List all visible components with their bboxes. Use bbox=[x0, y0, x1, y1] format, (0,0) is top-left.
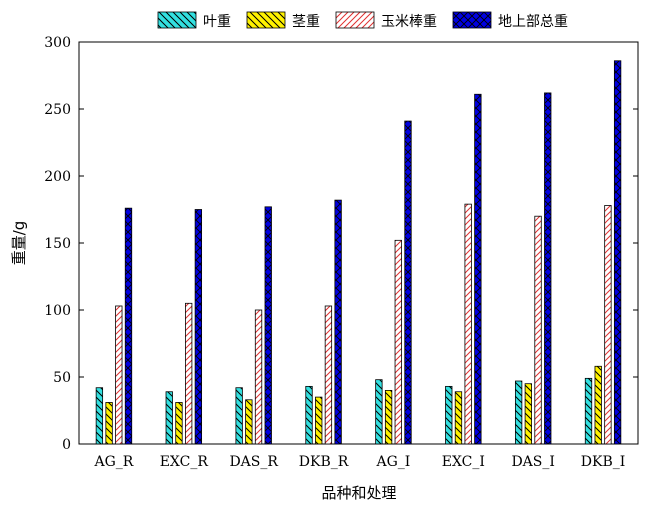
bar bbox=[305, 385, 313, 445]
bar-hatch bbox=[235, 387, 243, 445]
y-tick-label: 50 bbox=[53, 370, 71, 386]
x-tick-label: AG_I bbox=[376, 454, 411, 470]
bar bbox=[175, 402, 183, 445]
bar bbox=[185, 302, 193, 445]
bar-hatch bbox=[384, 389, 393, 445]
bar bbox=[235, 387, 243, 445]
bar-hatch bbox=[254, 309, 263, 445]
bar bbox=[445, 385, 453, 445]
y-tick-label: 100 bbox=[44, 303, 71, 319]
bar bbox=[115, 305, 123, 445]
bar bbox=[594, 365, 602, 445]
bar-hatch bbox=[375, 379, 383, 445]
bar bbox=[165, 391, 173, 445]
legend-swatch-hatch bbox=[335, 11, 375, 29]
bar-hatch bbox=[445, 385, 453, 445]
bar bbox=[544, 92, 552, 445]
x-axis-label: 品种和处理 bbox=[321, 484, 396, 502]
bar-hatch bbox=[315, 396, 323, 445]
legend-swatch-hatch bbox=[452, 11, 492, 29]
bar-hatch bbox=[454, 391, 463, 445]
bar-hatch bbox=[474, 93, 482, 445]
bar-hatch bbox=[324, 305, 333, 445]
bar-hatch bbox=[185, 302, 193, 445]
legend-label: 地上部总重 bbox=[498, 14, 568, 30]
bar-hatch bbox=[584, 377, 593, 445]
bar bbox=[254, 309, 263, 445]
bar-hatch bbox=[514, 380, 523, 445]
x-tick-label: DAS_R bbox=[229, 454, 278, 470]
y-axis-label: 重量/g bbox=[10, 221, 28, 266]
legend-swatch-hatch bbox=[246, 11, 286, 29]
bar-hatch bbox=[404, 120, 412, 445]
bar bbox=[375, 379, 383, 445]
y-tick-label: 0 bbox=[62, 437, 71, 453]
legend-item: 茎重 bbox=[246, 11, 320, 30]
legend-swatch-hatch bbox=[157, 11, 197, 29]
bar bbox=[524, 383, 532, 445]
bar-hatch bbox=[124, 207, 133, 445]
bar-hatch bbox=[175, 402, 183, 445]
bar bbox=[534, 215, 542, 445]
bar bbox=[194, 209, 203, 445]
bar-hatch bbox=[544, 92, 552, 445]
x-tick-label: EXC_R bbox=[160, 454, 209, 470]
bar bbox=[474, 93, 482, 445]
bar bbox=[324, 305, 333, 445]
legend-item: 地上部总重 bbox=[452, 11, 568, 30]
bar-hatch bbox=[115, 305, 123, 445]
bar bbox=[394, 239, 402, 445]
bar bbox=[245, 399, 253, 445]
bar-hatch bbox=[245, 399, 253, 445]
x-tick-label: DKB_R bbox=[299, 454, 349, 470]
y-tick-label: 250 bbox=[44, 102, 71, 118]
bar-hatch bbox=[165, 391, 173, 445]
bar bbox=[264, 206, 272, 445]
bar bbox=[105, 402, 113, 445]
bar-hatch bbox=[524, 383, 532, 445]
bar-hatch bbox=[394, 239, 402, 445]
bar bbox=[454, 391, 463, 445]
legend-label: 茎重 bbox=[292, 14, 320, 30]
y-tick-label: 300 bbox=[44, 35, 71, 51]
legend-label: 玉米棒重 bbox=[381, 14, 437, 30]
bar-hatch bbox=[534, 215, 542, 445]
bar-hatch bbox=[264, 206, 272, 445]
y-axis: 0 50 100 150 200 250 300 bbox=[44, 35, 638, 453]
bar bbox=[334, 199, 342, 445]
bar bbox=[613, 60, 622, 445]
bar-hatch bbox=[194, 209, 203, 445]
y-tick-label: 200 bbox=[44, 169, 71, 185]
bar bbox=[404, 120, 412, 445]
legend-item: 玉米棒重 bbox=[335, 11, 437, 30]
legend-item: 叶重 bbox=[157, 11, 231, 30]
bar-hatch bbox=[334, 199, 342, 445]
plot-frame bbox=[78, 41, 639, 445]
x-tick-label: DAS_I bbox=[511, 454, 554, 470]
x-axis: AG_R EXC_R DAS_R DKB_R AG_I EXC_I DAS_I DKB_I bbox=[94, 454, 626, 470]
bar-hatch bbox=[594, 365, 602, 445]
bar bbox=[604, 205, 612, 445]
bar bbox=[514, 380, 523, 445]
x-tick-label: DKB_I bbox=[581, 454, 626, 470]
plot-area bbox=[78, 41, 639, 445]
bar-hatch bbox=[305, 385, 313, 445]
bar-hatch bbox=[105, 402, 113, 445]
bar bbox=[384, 389, 393, 445]
bar bbox=[315, 396, 323, 445]
legend-label: 叶重 bbox=[203, 14, 231, 30]
x-tick-label: AG_R bbox=[94, 454, 134, 470]
y-tick-label: 150 bbox=[44, 236, 71, 252]
x-tick-label: EXC_I bbox=[442, 454, 485, 470]
bar-hatch bbox=[604, 205, 612, 445]
chart-legend: 叶重 茎重 玉米棒重 地上部总重 bbox=[157, 11, 568, 30]
bar bbox=[95, 387, 104, 445]
bar bbox=[464, 203, 472, 445]
bar bbox=[584, 377, 593, 445]
bar bbox=[124, 207, 133, 445]
bar-hatch bbox=[613, 60, 622, 445]
bar-hatch bbox=[95, 387, 104, 445]
bar-hatch bbox=[464, 203, 472, 445]
